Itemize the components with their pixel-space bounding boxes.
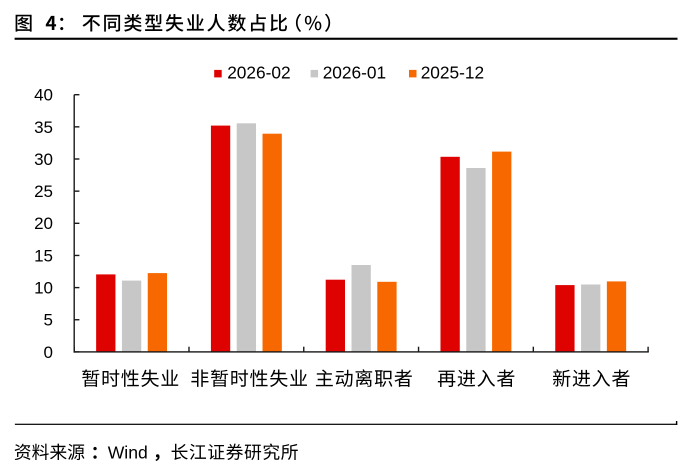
svg-text:10: 10 <box>34 279 53 298</box>
svg-text:5: 5 <box>44 311 53 330</box>
svg-text:0: 0 <box>44 343 53 362</box>
svg-text:15: 15 <box>34 246 53 265</box>
svg-text:35: 35 <box>34 118 53 137</box>
svg-text:2026-01: 2026-01 <box>323 63 386 83</box>
svg-text:20: 20 <box>34 214 53 233</box>
svg-text:30: 30 <box>34 150 53 169</box>
svg-text:Wind: Wind <box>108 443 148 463</box>
svg-text:40: 40 <box>34 86 53 105</box>
svg-text:25: 25 <box>34 182 53 201</box>
svg-text:2026-02: 2026-02 <box>227 63 290 83</box>
svg-text:2025-12: 2025-12 <box>421 63 484 83</box>
